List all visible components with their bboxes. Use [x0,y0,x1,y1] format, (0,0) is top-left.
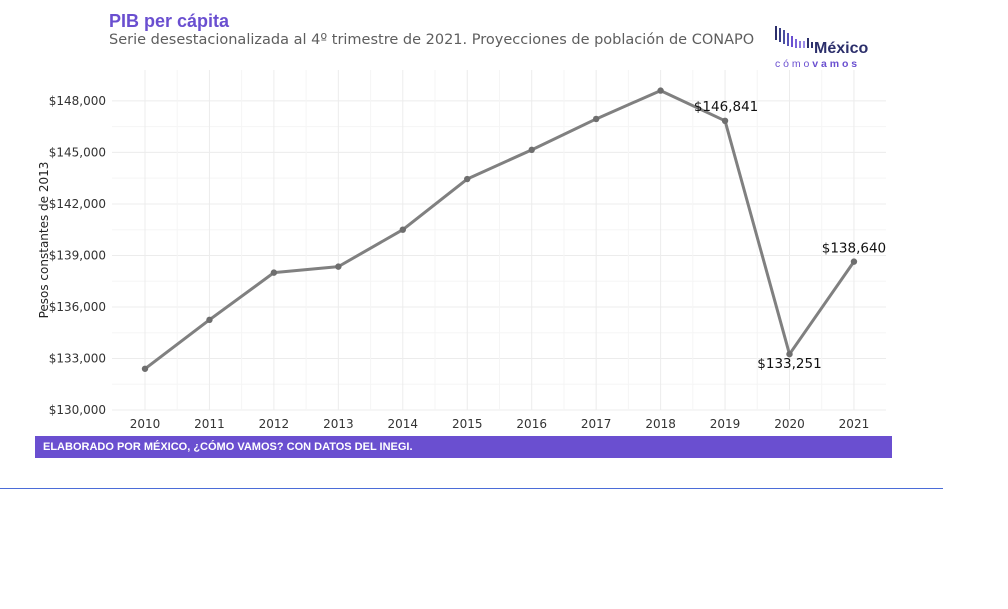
x-tick-label: 2013 [323,417,354,431]
y-tick-label: $136,000 [49,300,106,314]
data-point [335,263,342,270]
caption-bar: ELABORADO POR MÉXICO, ¿CÓMO VAMOS? CON D… [35,436,892,458]
x-tick-label: 2015 [452,417,483,431]
data-point [657,87,664,94]
y-tick-label: $142,000 [49,197,106,211]
x-tick-label: 2017 [581,417,612,431]
x-tick-label: 2020 [774,417,805,431]
y-tick-label: $139,000 [49,248,106,262]
logo-wordmark: México [814,40,869,57]
mexico-como-vamos-logo: México cómovamos [772,24,882,70]
y-tick-label: $130,000 [49,403,106,417]
data-point [850,258,858,265]
x-tick-label: 2014 [388,417,419,431]
logo-tagline: cómovamos [775,58,860,70]
data-point [141,365,149,372]
line-chart: $130,000 $133,000 $136,000 $139,000 $142,000… [49,70,886,431]
series-line [143,89,856,371]
data-point [399,226,406,233]
data-point [786,350,793,358]
x-tick-label: 2010 [130,417,161,431]
x-tick-label: 2012 [259,417,290,431]
caption-text: ELABORADO POR MÉXICO, ¿CÓMO VAMOS? CON D… [43,441,413,453]
chart-subtitle: Serie desestacionalizada al 4º trimestre… [109,32,755,48]
data-point [270,269,278,276]
data-label: $146,841 [694,99,758,115]
logo-tagline-light: cómo [775,58,813,70]
y-tick-label: $148,000 [49,94,106,108]
x-tick-label: 2019 [710,417,741,431]
x-tick-label: 2021 [839,417,870,431]
data-label: $138,640 [822,241,886,257]
logo-bars-icon [775,26,813,48]
chart-title: PIB per cápita [109,11,230,31]
data-point [592,115,600,123]
logo-tagline-bold: vamos [812,58,861,70]
data-point [721,117,729,125]
data-point [528,146,535,154]
x-tick-label: 2011 [194,417,225,431]
x-tick-label: 2016 [516,417,547,431]
y-tick-label: $133,000 [49,351,106,365]
bottom-divider [0,488,943,489]
data-point [464,175,471,183]
y-tick-label: $145,000 [49,145,106,159]
data-point [206,316,213,324]
x-tick-label: 2018 [645,417,676,431]
data-label: $133,251 [757,356,821,372]
